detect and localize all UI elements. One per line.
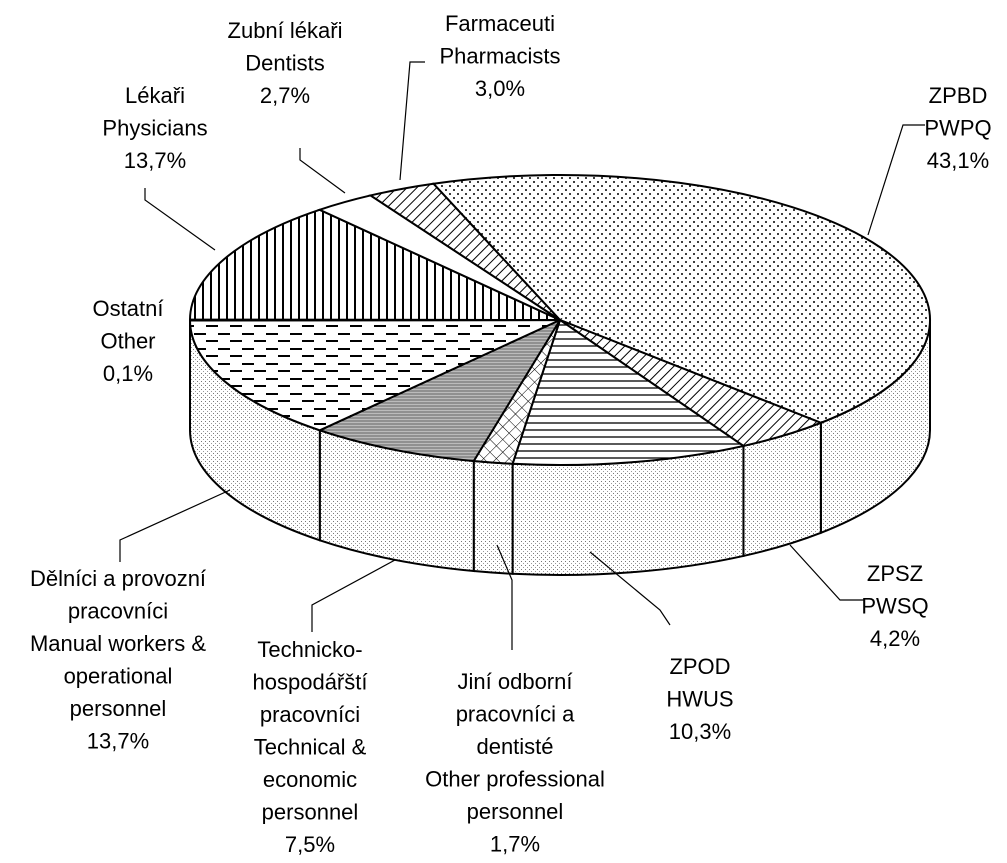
slice-label: Technical & — [254, 734, 367, 759]
slice-label: Jiní odborní — [458, 669, 573, 694]
leader-line — [789, 544, 865, 601]
slice-label: PWSQ — [861, 593, 928, 618]
slice-label: economic — [263, 767, 357, 792]
slice-label: Physicians — [102, 115, 207, 140]
slice-label: Dělníci a provozní — [30, 566, 206, 591]
slice-label: dentisté — [476, 734, 553, 759]
slice-label: PWPQ — [924, 115, 991, 140]
slice-label: Lékaři — [125, 83, 185, 108]
leader-line — [496, 544, 513, 650]
pie-slice — [188, 319, 561, 432]
slice-label: operational — [64, 663, 173, 688]
value-label: 2,7% — [260, 83, 310, 108]
value-label: 4,2% — [870, 626, 920, 651]
pie-slice — [368, 182, 561, 321]
slice-label: ZPOD — [669, 654, 730, 679]
leader-line — [311, 559, 396, 632]
slice-label: pracovníci — [68, 598, 168, 623]
value-label: 1,7% — [490, 831, 540, 856]
pie-tops — [188, 174, 931, 466]
slice-label: pracovníci — [260, 702, 360, 727]
slice-label: Manual workers & — [30, 631, 206, 656]
slice-label: Zubní lékaři — [228, 18, 343, 43]
slice-label: Pharmacists — [439, 43, 560, 68]
slice-label: pracovníci a — [456, 701, 575, 726]
slice-label: Other professional — [425, 766, 605, 791]
value-label: 10,3% — [669, 719, 731, 744]
slice-label: personnel — [70, 696, 167, 721]
value-label: 13,7% — [124, 148, 186, 173]
slice-label: Other — [100, 328, 155, 353]
slice-label: hospodářští — [253, 669, 368, 694]
pie-slice — [511, 318, 746, 466]
pie-slice — [188, 208, 561, 321]
slice-label: Farmaceuti — [445, 11, 555, 36]
slice-label: ZPBD — [929, 83, 988, 108]
slice-label: Technicko- — [257, 637, 362, 662]
leader-line — [299, 148, 346, 194]
leader-line — [119, 489, 231, 562]
value-label: 13,7% — [87, 728, 149, 753]
slice-label: personnel — [467, 799, 564, 824]
slice-label: ZPSZ — [867, 561, 923, 586]
value-label: 3,0% — [475, 76, 525, 101]
pie-slice — [431, 174, 931, 424]
pie-slice — [317, 317, 563, 463]
slice-label: Ostatní — [93, 296, 164, 321]
labels: ZPBD PWPQ 43,1% ZPSZ PWSQ 4,2% ZPOD HWUS 10,3% Ji… — [30, 11, 992, 857]
leader-line — [144, 188, 216, 251]
pie-side — [472, 459, 514, 575]
value-label: 0,1% — [103, 361, 153, 386]
leader-line — [867, 124, 925, 236]
pie-sides — [188, 319, 931, 576]
leader-line — [589, 551, 671, 626]
leader-line — [399, 61, 425, 181]
slice-label: Dentists — [245, 50, 324, 75]
value-label: 7,5% — [285, 832, 335, 857]
slice-label: HWUS — [666, 686, 733, 711]
value-label: 43,1% — [927, 148, 989, 173]
slice-label: personnel — [262, 799, 359, 824]
